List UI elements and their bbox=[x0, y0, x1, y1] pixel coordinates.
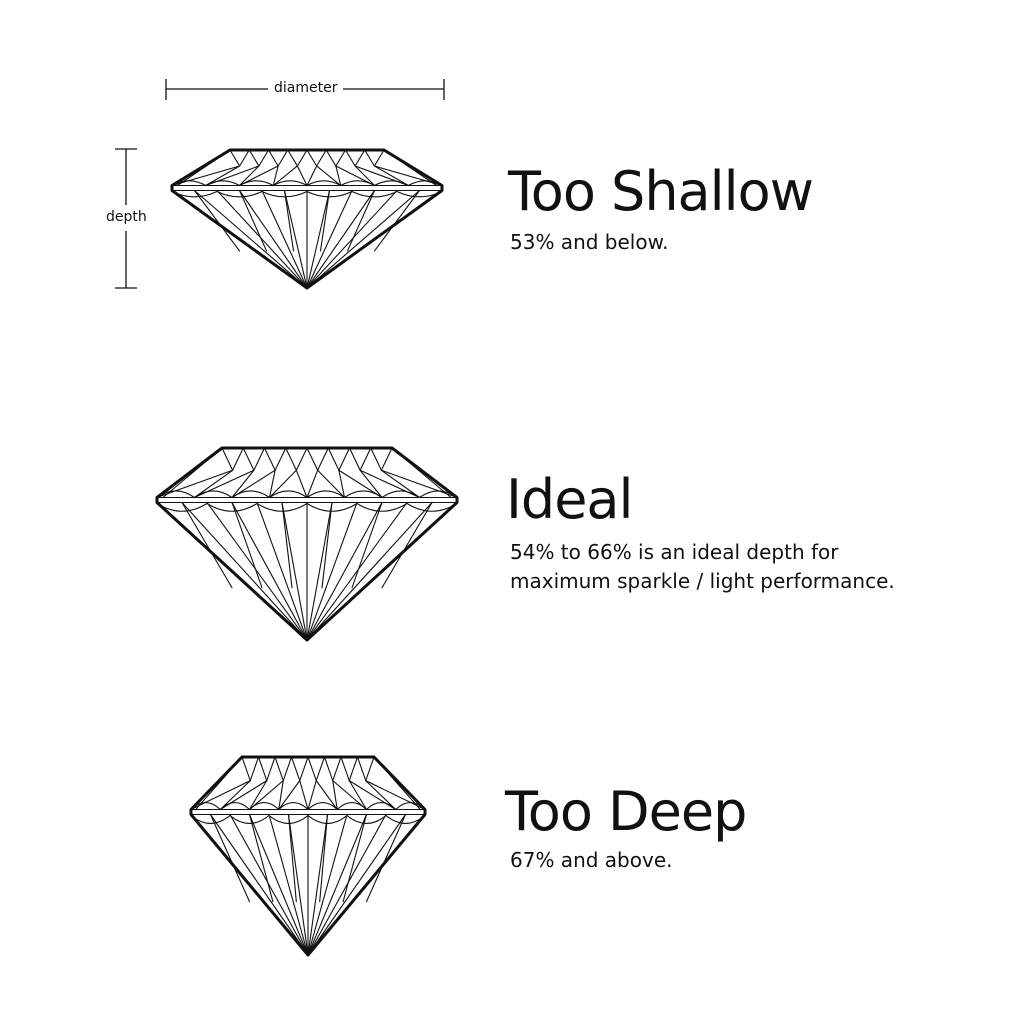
too-shallow-title: Too Shallow bbox=[508, 160, 814, 223]
too-deep-description: 67% and above. bbox=[510, 848, 673, 872]
ideal-title: Ideal bbox=[506, 468, 634, 531]
too-deep-title: Too Deep bbox=[505, 780, 747, 843]
depth-label: depth bbox=[102, 209, 151, 225]
diameter-label: diameter bbox=[270, 80, 342, 96]
too-shallow-description: 53% and below. bbox=[510, 230, 669, 254]
ideal-description-line-2: maximum sparkle / light performance. bbox=[510, 569, 895, 593]
ideal-description-line-1: 54% to 66% is an ideal depth for bbox=[510, 540, 839, 564]
